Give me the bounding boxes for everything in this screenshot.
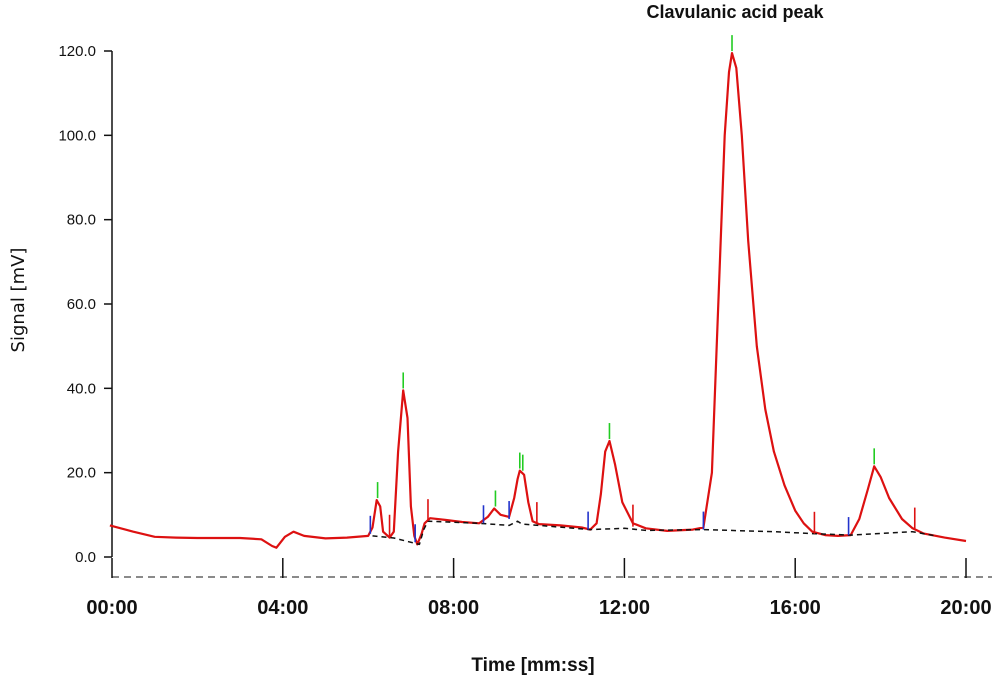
y-tick-label: 40.0: [67, 380, 96, 397]
x-tick-label: 12:00: [599, 597, 650, 619]
x-tick-label: 20:00: [940, 597, 991, 619]
x-tick-label: 08:00: [428, 597, 479, 619]
y-tick-label: 100.0: [58, 127, 96, 144]
baseline-series: [372, 520, 937, 546]
x-axis: 00:00 04:00 08:00 12:00 16:00 20:00: [86, 558, 992, 619]
peak-marker-layer: [369, 35, 916, 543]
signal-series: [109, 52, 967, 549]
x-axis-title: Time [mm:ss]: [471, 655, 594, 676]
y-tick-label: 0.0: [75, 549, 96, 566]
x-tick-label: 04:00: [257, 597, 308, 619]
y-tick-label: 60.0: [67, 296, 96, 313]
x-tick-label: 00:00: [86, 597, 137, 619]
y-axis-title: Signal [mV]: [8, 248, 29, 353]
y-tick-label: 80.0: [67, 212, 96, 229]
y-tick-label: 20.0: [67, 465, 96, 482]
peak-annotation: Clavulanic acid peak: [646, 2, 824, 22]
x-tick-label: 16:00: [770, 597, 821, 619]
y-axis: 0.0 20.0 40.0 60.0 80.0 100.0 120.0: [58, 43, 113, 566]
y-tick-label: 120.0: [58, 43, 96, 60]
series-layer: [109, 52, 967, 549]
